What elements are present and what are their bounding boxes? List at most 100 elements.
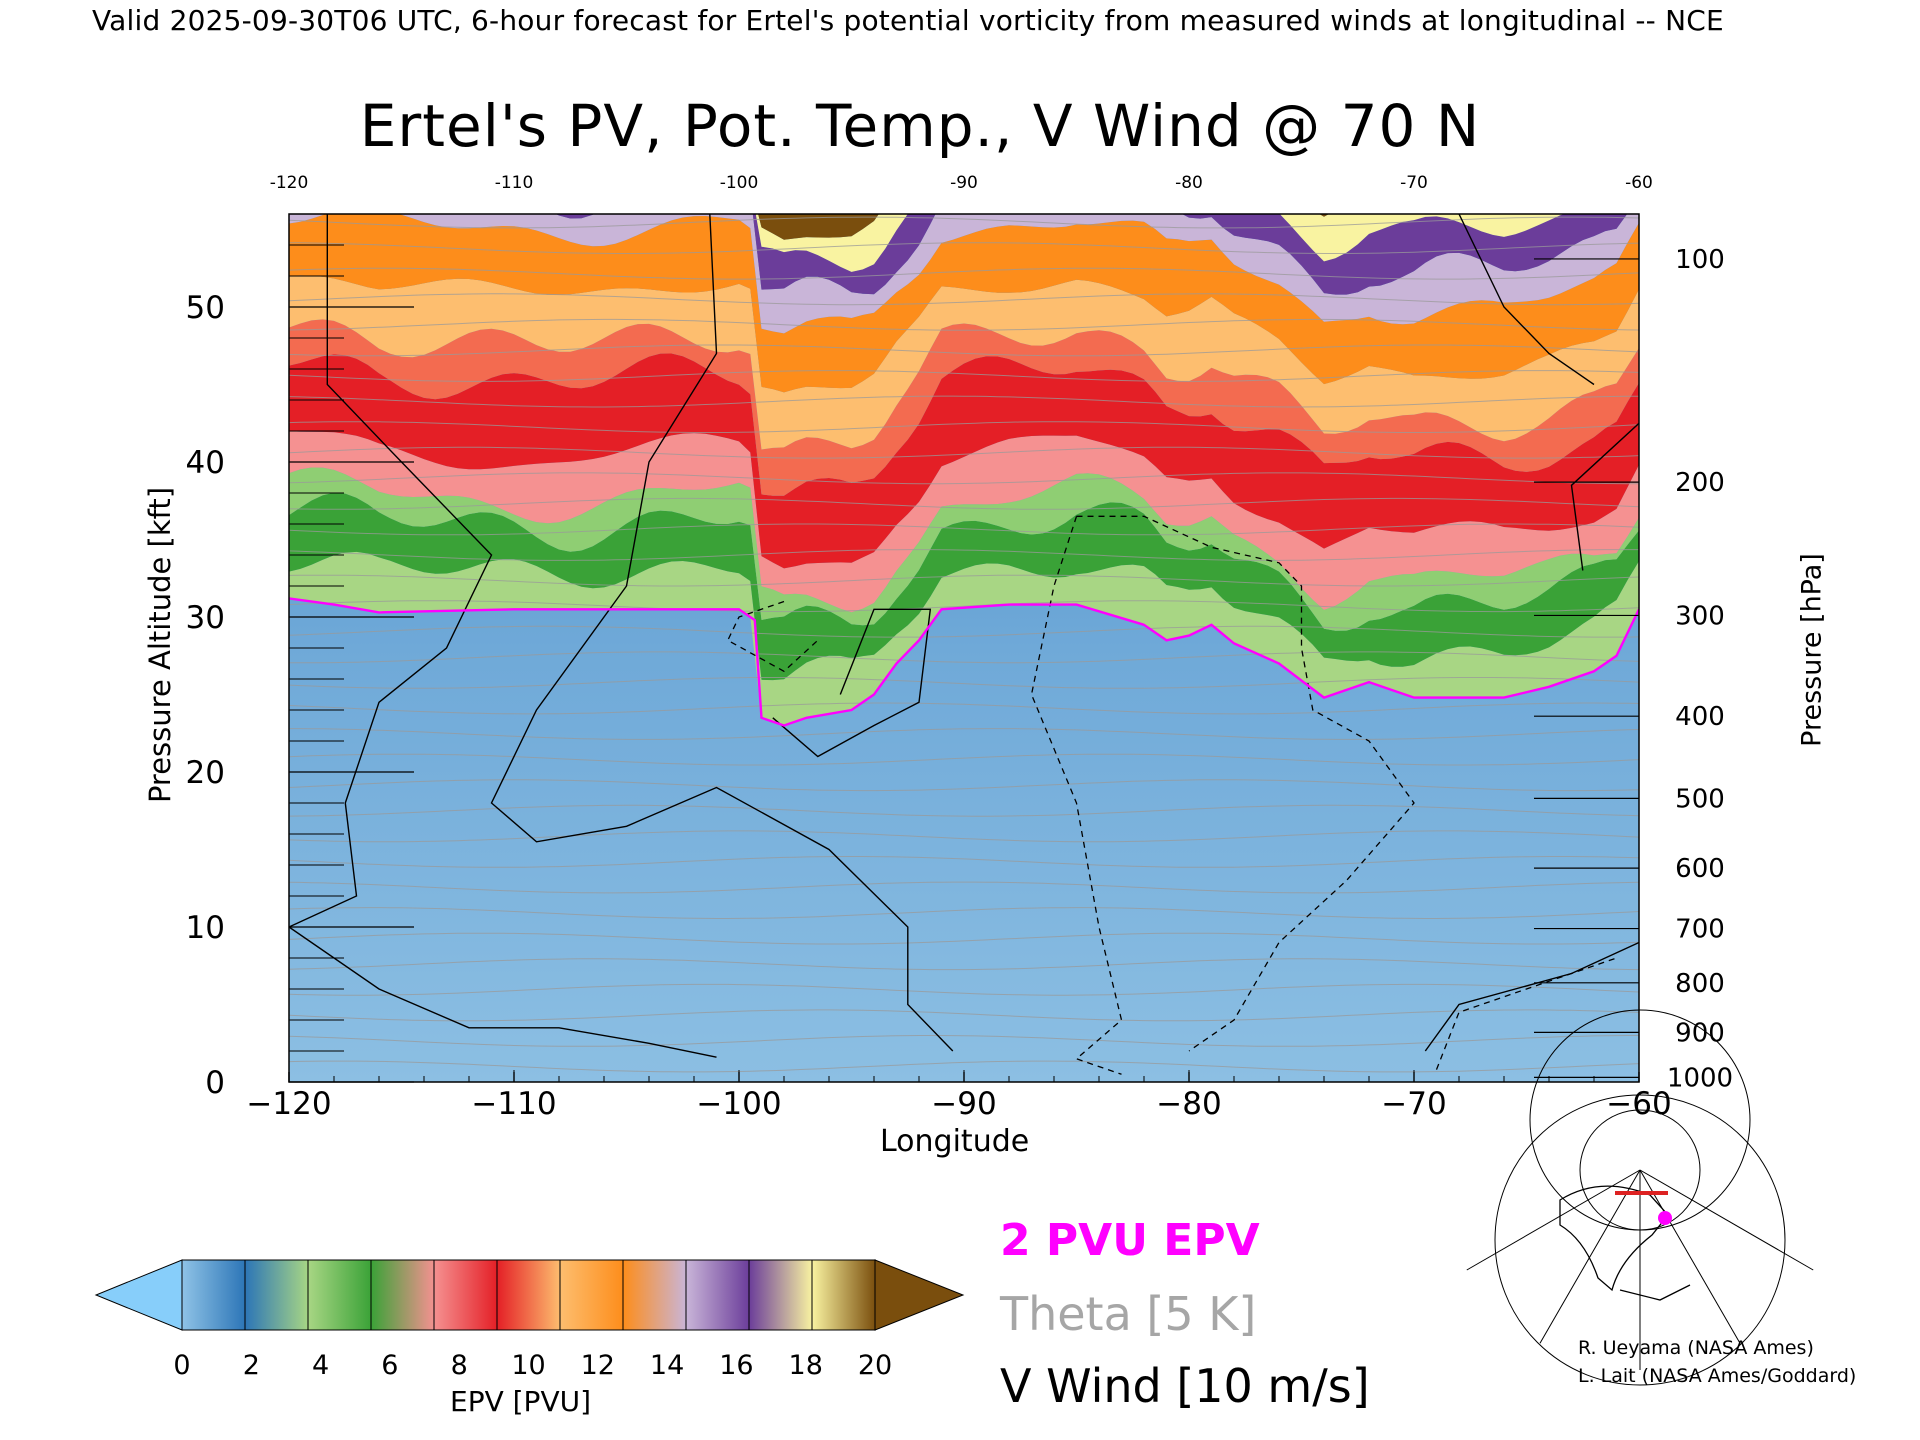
theta-contour [289, 549, 1639, 561]
y2-tick-label: 400 [1675, 702, 1725, 732]
theta-contour [289, 1035, 1639, 1047]
credit-author-2: L. Lait (NASA Ames/Goddard) [1578, 1365, 1857, 1387]
x-tick-label: −120 [246, 1086, 331, 1122]
theta-contour [289, 1009, 1639, 1022]
y-tick-label: 0 [205, 1065, 225, 1101]
colorbar-tick-label: 8 [451, 1350, 468, 1381]
x-top-tick-label: -120 [270, 173, 309, 193]
y2-tick-label: 800 [1675, 969, 1725, 999]
wind-contour [1570, 422, 1639, 571]
theta-contour [289, 600, 1639, 613]
colorbar-segment [244, 1259, 309, 1331]
y-tick-label: 20 [186, 755, 225, 791]
colorbar-segment [433, 1259, 498, 1331]
theta-contour [289, 472, 1639, 485]
colorbar-segment [622, 1259, 687, 1331]
theta-contour [289, 267, 1639, 280]
colorbar-segment [307, 1259, 372, 1331]
colorbar-segment [370, 1259, 435, 1331]
theta-contour [289, 856, 1639, 868]
theta-contour [289, 574, 1639, 587]
x-top-tick-label: -90 [950, 173, 978, 193]
y2-tick-label: 600 [1675, 854, 1725, 884]
theta-contour [289, 804, 1639, 817]
wind-contour-negative [1435, 957, 1617, 1070]
theta-contour [289, 523, 1639, 536]
wind-contour [1458, 214, 1595, 386]
theta-contour [289, 779, 1639, 792]
wind-contour-negative [1076, 515, 1415, 1052]
locator-globe [1466, 1009, 1814, 1386]
theta-contour [289, 293, 1639, 306]
y-tick-label: 50 [186, 290, 225, 326]
colorbar-tick-label: 4 [312, 1350, 329, 1381]
x-tick-label: −70 [1381, 1086, 1446, 1122]
x-top-tick-label: -110 [495, 173, 534, 193]
pv-2pvu-line [289, 597, 1639, 727]
colorbar: 0 2 4 6 8 10 12 14 16 18 20 [94, 1259, 965, 1381]
theta-contour [289, 446, 1639, 459]
y2-tick-label: 200 [1675, 468, 1725, 498]
axes: −120 -120 −110 -110 −100 -100 −90 -90 −80 -80 −70 -… [186, 173, 1734, 1122]
colorbar-tick-label: 16 [719, 1350, 753, 1381]
colorbar-segment [496, 1259, 561, 1331]
y2-tick-label: 1000 [1667, 1063, 1733, 1093]
y-tick-label: 40 [186, 445, 225, 481]
colorbar-under-arrow [94, 1259, 183, 1331]
colorbar-tick-label: 0 [173, 1350, 190, 1381]
wind-contour [772, 608, 932, 758]
colorbar-segment [559, 1259, 624, 1331]
header-caption: Valid 2025-09-30T06 UTC, 6-hour forecast… [92, 4, 1724, 37]
theta-contour [289, 625, 1639, 638]
wind-contour [490, 214, 954, 1052]
x-top-tick-label: -60 [1625, 173, 1653, 193]
colorbar-label: EPV [PVU] [450, 1385, 592, 1418]
epv-band [289, 319, 1639, 496]
epv-band [555, 214, 1628, 295]
x-tick-label: −60 [1606, 1086, 1671, 1122]
colorbar-segment [181, 1259, 246, 1331]
legend-pv-entry: 2 PVU EPV [1000, 1215, 1260, 1266]
x-axis-label: Longitude [880, 1124, 1030, 1159]
x-top-tick-label: -100 [720, 173, 759, 193]
theta-contour [289, 318, 1639, 331]
theta-contour [289, 370, 1639, 382]
theta-contour [289, 651, 1639, 664]
y2-tick-label: 300 [1675, 601, 1725, 631]
y-tick-label: 10 [186, 910, 225, 946]
theta-contour [289, 677, 1639, 689]
x-tick-label: −110 [471, 1086, 556, 1122]
theta-contour [289, 395, 1639, 408]
epv-band-top [758, 214, 1329, 240]
epv-band [289, 431, 1639, 613]
colorbar-over-arrow [874, 1259, 965, 1331]
epv-band [289, 275, 1639, 450]
theta-contour [289, 344, 1639, 357]
locator-map [1466, 1009, 1814, 1386]
wind-contour [289, 926, 717, 1058]
theta-contour [289, 907, 1639, 919]
x-tick-label: −90 [931, 1086, 996, 1122]
colorbar-segment [685, 1259, 750, 1331]
wind-contour [289, 214, 493, 928]
y2-tick-label: 900 [1675, 1018, 1725, 1048]
colorbar-tick-label: 6 [381, 1350, 398, 1381]
epv-band [289, 551, 1639, 726]
colorbar-tick-label: 2 [243, 1350, 260, 1381]
legend-wind-entry: V Wind [10 m/s] [1000, 1359, 1370, 1413]
colorbar-tick-label: 12 [581, 1350, 615, 1381]
theta-contour [289, 497, 1639, 510]
theta-contour [289, 830, 1639, 843]
colorbar-tick-label: 18 [789, 1350, 823, 1381]
contour-overlays [289, 214, 1639, 1075]
theta-contour [289, 728, 1639, 740]
y-tick-label: 30 [186, 600, 225, 636]
y2-tick-label: 700 [1675, 915, 1725, 945]
legend-theta-entry: Theta [5 K] [1000, 1287, 1257, 1341]
wind-contour [1424, 941, 1639, 1052]
colorbar-segment [811, 1259, 876, 1331]
colorbar-tick-label: 20 [858, 1350, 892, 1381]
epv-band [755, 214, 1565, 272]
credit-author-1: R. Ueyama (NASA Ames) [1578, 1337, 1814, 1359]
y2-tick-label: 100 [1675, 245, 1725, 275]
